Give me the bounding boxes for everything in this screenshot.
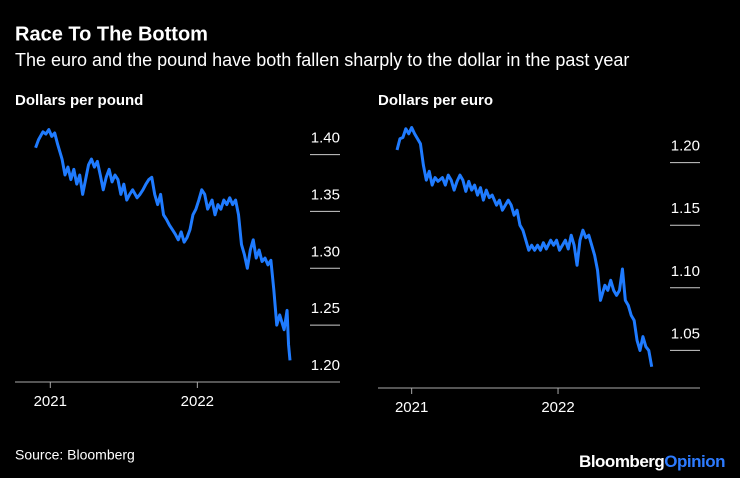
brand-suffix: Opinion [664,452,725,471]
y-tick-label: 1.30 [311,243,340,260]
x-tick-label: 2021 [395,399,428,416]
panel-title: Dollars per euro [378,92,493,109]
brand: BloombergOpinion [579,452,725,471]
x-tick-label: 2022 [181,393,214,410]
panel-title: Dollars per pound [15,92,143,109]
y-tick-label: 1.25 [311,300,340,317]
chart-title: Race To The Bottom [15,23,208,45]
source: Source: Bloomberg [15,447,135,463]
y-tick-label: 1.05 [671,325,700,342]
brand-name: Bloomberg [579,452,664,471]
x-tick-label: 2022 [541,399,574,416]
y-tick-label: 1.40 [311,130,340,147]
x-tick-label: 2021 [34,393,67,410]
y-tick-label: 1.20 [311,357,340,374]
y-tick-label: 1.35 [311,186,340,203]
chart-subtitle: The euro and the pound have both fallen … [15,50,629,70]
data-line [395,126,654,367]
y-tick-label: 1.20 [671,138,700,155]
y-tick-label: 1.15 [671,200,700,217]
y-tick-label: 1.10 [671,263,700,280]
data-line [34,128,292,361]
